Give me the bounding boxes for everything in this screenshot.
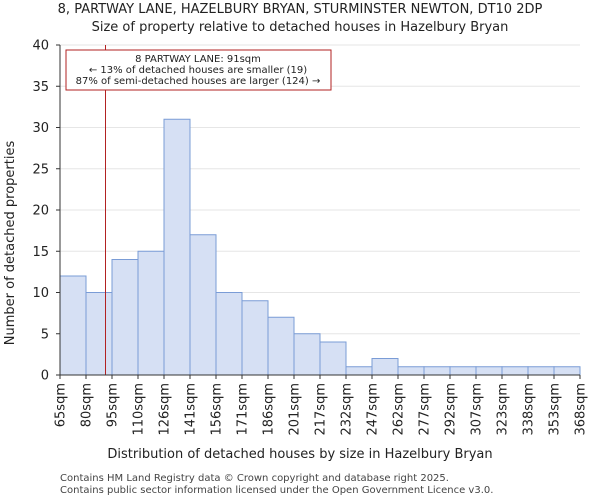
- bars: [59, 118, 581, 376]
- y-tick-label-0: 0: [41, 369, 49, 384]
- footer-line-2: Contains public sector information licen…: [60, 485, 493, 496]
- y-ticks: 0 5 10 15 20 25 30 35 40: [32, 39, 60, 384]
- bar-8: [267, 316, 295, 376]
- x-tick-label-10: 217sqm: [314, 383, 329, 436]
- x-tick-label-12: 247sqm: [366, 383, 381, 436]
- annotation-box: [65, 49, 332, 91]
- x-tick-label-8: 186sqm: [262, 383, 277, 436]
- footer-line-1: Contains HM Land Registry data © Crown c…: [60, 473, 449, 484]
- x-tick-label-11: 232sqm: [340, 383, 355, 436]
- bar-12: [371, 358, 399, 376]
- y-axis-label: Number of detached properties: [3, 141, 18, 346]
- bar-4: [163, 118, 191, 376]
- x-tick-label-1: 80sqm: [80, 383, 95, 427]
- x-tick-label-15: 292sqm: [444, 383, 459, 436]
- x-tick-label-4: 126sqm: [158, 383, 173, 436]
- chart-title: 8, PARTWAY LANE, HAZELBURY BRYAN, STURMI…: [58, 2, 543, 17]
- annotation-line-3: 87% of semi-detached houses are larger (…: [76, 76, 321, 87]
- x-tick-label-13: 262sqm: [392, 383, 407, 436]
- x-tick-label-19: 353sqm: [548, 383, 563, 436]
- bar-16: [475, 366, 503, 376]
- y-tick-label-1: 5: [41, 327, 49, 342]
- x-tick-label-5: 141sqm: [184, 383, 199, 436]
- bar-19: [553, 366, 581, 376]
- y-tick-label-6: 30: [32, 121, 49, 136]
- bar-3: [137, 250, 165, 376]
- x-tick-label-16: 307sqm: [470, 383, 485, 436]
- bar-0: [59, 275, 87, 376]
- x-tick-label-6: 156sqm: [210, 383, 225, 436]
- bar-18: [527, 366, 555, 376]
- x-ticks: 65sqm 80sqm 95sqm 110sqm 126sqm 141sqm 156sqm 1…: [54, 375, 589, 436]
- bar-14: [423, 366, 451, 376]
- x-tick-label-18: 338sqm: [522, 383, 537, 436]
- bar-11: [345, 366, 373, 376]
- bar-9: [293, 333, 321, 376]
- bar-2: [111, 259, 139, 376]
- bar-5: [189, 234, 217, 376]
- annotation-line-1: 8 PARTWAY LANE: 91sqm: [135, 54, 261, 65]
- y-tick-label-8: 40: [32, 39, 49, 54]
- x-tick-label-2: 95sqm: [106, 383, 121, 427]
- bar-13: [397, 366, 425, 376]
- y-tick-label-3: 15: [32, 245, 49, 260]
- x-tick-label-17: 323sqm: [496, 383, 511, 436]
- x-tick-label-0: 65sqm: [54, 383, 69, 427]
- y-tick-label-7: 35: [32, 80, 49, 95]
- chart-subtitle: Size of property relative to detached ho…: [92, 20, 509, 35]
- x-tick-label-14: 277sqm: [418, 383, 433, 436]
- y-tick-label-4: 20: [32, 204, 49, 219]
- x-axis-label: Distribution of detached houses by size …: [107, 447, 492, 462]
- bar-17: [501, 366, 529, 376]
- x-tick-label-3: 110sqm: [132, 383, 147, 436]
- y-tick-label-5: 25: [32, 162, 49, 177]
- marker: 8 PARTWAY LANE: 91sqm← 13% of detached h…: [65, 45, 332, 375]
- annotation-line-2: ← 13% of detached houses are smaller (19…: [89, 65, 307, 76]
- x-tick-label-7: 171sqm: [236, 383, 251, 436]
- bar-7: [241, 300, 269, 376]
- bar-10: [319, 341, 347, 376]
- x-tick-label-20: 368sqm: [574, 383, 589, 436]
- y-tick-label-2: 10: [32, 286, 49, 301]
- bar-15: [449, 366, 477, 376]
- x-tick-label-9: 201sqm: [288, 383, 303, 436]
- bar-6: [215, 292, 243, 376]
- bar-1: [85, 292, 113, 376]
